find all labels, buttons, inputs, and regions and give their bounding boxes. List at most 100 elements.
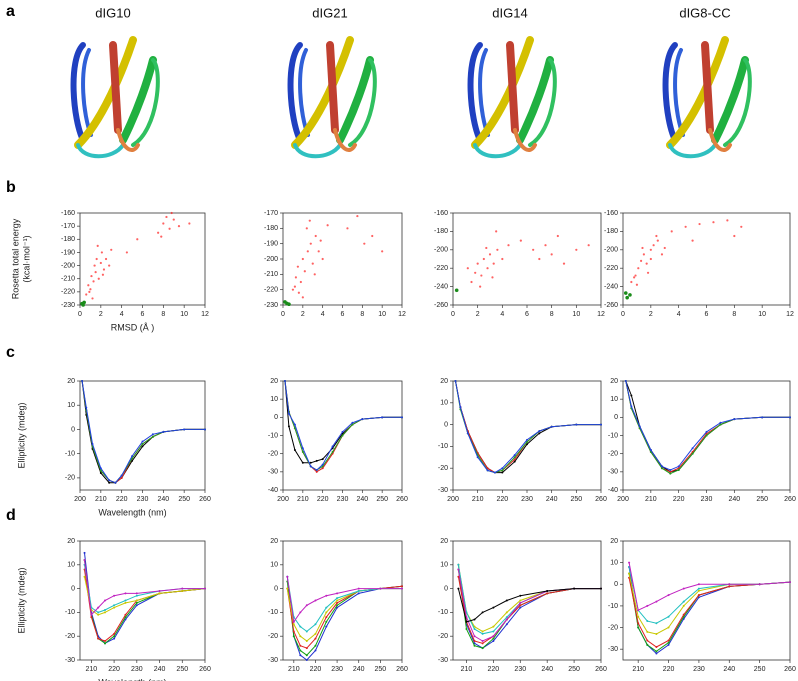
y-tick-label: -10 bbox=[438, 443, 448, 450]
curve-point bbox=[649, 449, 652, 452]
scatter-point bbox=[482, 257, 485, 261]
curve bbox=[628, 573, 791, 635]
y-tick-label: 0 bbox=[614, 581, 618, 588]
x-tick-label: 220 bbox=[116, 496, 128, 503]
scatter-point bbox=[501, 257, 504, 261]
curve-point bbox=[493, 471, 496, 474]
curve bbox=[625, 380, 790, 471]
panel-label: b bbox=[6, 179, 16, 196]
y-tick-label: -20 bbox=[608, 624, 618, 631]
curve-point bbox=[124, 601, 127, 604]
curve-point bbox=[655, 633, 658, 636]
x-tick-label: 6 bbox=[705, 311, 709, 318]
scatter-point bbox=[488, 253, 492, 256]
x-tick-label: 200 bbox=[617, 496, 629, 503]
curve-point bbox=[492, 635, 495, 638]
curve-point bbox=[113, 637, 116, 640]
scatter-point bbox=[93, 264, 96, 267]
x-tick-label: 210 bbox=[297, 496, 309, 503]
y-tick-label: -30 bbox=[438, 657, 448, 664]
curve-point bbox=[600, 423, 602, 426]
scatter-point bbox=[87, 284, 90, 287]
scatter-point bbox=[634, 274, 637, 277]
curve-point bbox=[481, 611, 484, 614]
x-tick-label: 210 bbox=[645, 496, 657, 503]
curve-point bbox=[660, 465, 663, 468]
scatter-point bbox=[314, 234, 317, 238]
design-title: dIG14 bbox=[492, 5, 527, 20]
curve-point bbox=[309, 461, 312, 464]
curve-point bbox=[638, 425, 641, 428]
protein-structure bbox=[666, 40, 750, 156]
y-axis-label: Ellipticity (mdeg) bbox=[16, 402, 26, 468]
curve-point bbox=[667, 641, 670, 644]
scatter-point bbox=[491, 276, 494, 279]
scatter-point bbox=[698, 222, 701, 226]
scatter-point bbox=[313, 273, 316, 276]
x-tick-label: 260 bbox=[784, 496, 796, 503]
x-tick-label: 12 bbox=[597, 311, 605, 318]
curve-point bbox=[135, 599, 138, 602]
scatter-point bbox=[519, 239, 522, 242]
curve bbox=[457, 564, 601, 635]
scatter-point bbox=[96, 244, 99, 247]
curve-point bbox=[519, 606, 522, 609]
x-tick-label: 10 bbox=[180, 311, 188, 318]
y-tick-label: 10 bbox=[67, 402, 75, 409]
x-tick-label: 2 bbox=[476, 311, 480, 318]
curve-point bbox=[697, 589, 700, 592]
curve-point bbox=[655, 650, 658, 653]
scatter-point bbox=[97, 277, 100, 280]
curve-point bbox=[325, 616, 328, 619]
curve-point bbox=[108, 481, 111, 484]
y-tick-label: 0 bbox=[444, 585, 448, 592]
curve-point bbox=[315, 470, 318, 473]
curve-point bbox=[204, 587, 206, 590]
scatter-point bbox=[321, 257, 324, 261]
curve-point bbox=[501, 469, 504, 472]
scatter-point bbox=[308, 219, 311, 222]
curve-point bbox=[682, 587, 685, 590]
panel-label: a bbox=[6, 3, 15, 20]
curve-point bbox=[90, 613, 93, 616]
curve bbox=[284, 380, 402, 473]
scatter-point bbox=[635, 283, 639, 286]
curve-point bbox=[351, 421, 354, 424]
x-tick-label: 2 bbox=[99, 311, 103, 318]
x-tick-label: 4 bbox=[120, 311, 124, 318]
curve-point bbox=[97, 611, 100, 614]
curve-point bbox=[301, 461, 304, 464]
curve-point bbox=[476, 456, 479, 459]
plot-frame bbox=[79, 380, 206, 491]
x-tick-label: 210 bbox=[632, 666, 644, 673]
curve-point bbox=[519, 594, 522, 597]
y-tick-label: -30 bbox=[608, 469, 618, 476]
curve bbox=[84, 569, 206, 642]
curve-point bbox=[315, 459, 318, 462]
y-tick-label: -30 bbox=[608, 646, 618, 653]
curve-point bbox=[113, 632, 116, 635]
y-tick-label: -240 bbox=[604, 283, 618, 290]
curve-point bbox=[505, 618, 508, 621]
curve-point bbox=[646, 639, 649, 642]
curve-point bbox=[293, 423, 296, 426]
curve-point bbox=[97, 613, 100, 616]
scatter-point bbox=[544, 244, 547, 247]
scatter-point bbox=[645, 262, 648, 265]
curve-point bbox=[135, 592, 138, 595]
x-tick-label: 8 bbox=[161, 311, 165, 318]
curve-point bbox=[505, 599, 508, 602]
y-tick-label: 20 bbox=[440, 538, 448, 545]
curve-point bbox=[677, 465, 680, 468]
curve-point bbox=[486, 469, 489, 472]
scatter-point bbox=[663, 246, 666, 250]
x-tick-label: 260 bbox=[595, 496, 607, 503]
curve-point bbox=[124, 599, 127, 602]
curve-point bbox=[519, 604, 522, 607]
y-tick-label: -20 bbox=[65, 475, 75, 482]
curve-point bbox=[519, 601, 522, 604]
scatter-point bbox=[587, 244, 590, 247]
x-tick-label: 240 bbox=[541, 666, 553, 673]
plot-frame bbox=[282, 540, 403, 661]
scatter-point bbox=[102, 268, 106, 271]
